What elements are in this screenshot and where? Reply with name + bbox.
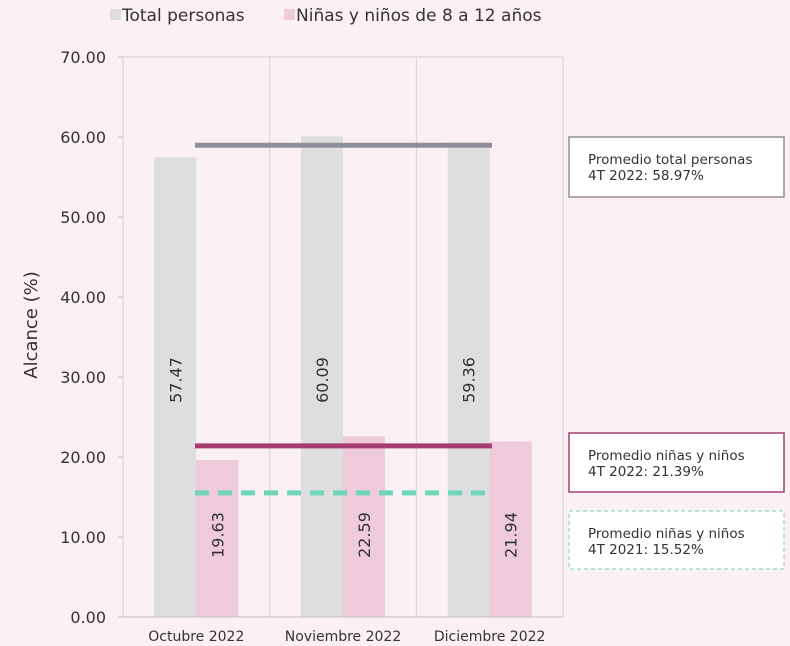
annotation-box-1 <box>568 432 785 493</box>
annotation-box-0 <box>568 136 785 198</box>
bar-data-label: 60.09 <box>313 357 332 403</box>
legend-swatch <box>284 9 295 20</box>
legend-label: Total personas <box>121 6 245 26</box>
y-tick-label: 0.00 <box>70 608 106 627</box>
bar-data-label: 22.59 <box>355 512 374 558</box>
annotation-line-2: 4T 2022: 58.97% <box>588 168 704 184</box>
y-tick-label: 50.00 <box>60 208 106 227</box>
bar-ninos-0 <box>196 459 239 617</box>
y-tick-label: 40.00 <box>60 288 106 307</box>
annotation-line-2: 4T 2021: 15.52% <box>588 542 704 558</box>
legend-label: Niñas y niños de 8 a 12 años <box>296 6 542 26</box>
bar-total-1 <box>301 136 343 617</box>
bar-total-2 <box>447 142 490 617</box>
legend: Total personas Niñas y niños de 8 a 12 añ… <box>110 6 542 26</box>
bars: 57.47 60.09 59.36 19.63 22.59 21.94 <box>154 136 532 618</box>
bar-data-label: 59.36 <box>460 357 479 403</box>
annotation-line-1: Promedio niñas y niños <box>588 526 745 542</box>
annotation-box-2 <box>568 510 785 570</box>
x-tick-label: Diciembre 2022 <box>434 629 546 645</box>
gridlines <box>122 56 564 617</box>
reference-lines <box>195 142 492 496</box>
bar-data-label: 21.94 <box>502 512 521 558</box>
y-axis-label: Alcance (%) <box>21 271 42 379</box>
bar-data-label: 57.47 <box>166 357 185 403</box>
x-axis: Octubre 2022 Noviembre 2022 Diciembre 2022 <box>123 616 563 645</box>
bar-total-0 <box>154 157 197 618</box>
bar-ninos-2 <box>489 441 532 617</box>
y-tick-label: 70.00 <box>60 48 106 67</box>
y-tick-label: 30.00 <box>60 368 106 387</box>
annotation-line-2: 4T 2022: 21.39% <box>588 464 704 480</box>
annotation-line-1: Promedio niñas y niños <box>588 448 745 464</box>
y-tick-label: 60.00 <box>60 128 106 147</box>
bar-ninos-1 <box>343 436 385 617</box>
x-tick-label: Octubre 2022 <box>148 629 244 645</box>
y-tick-label: 10.00 <box>60 528 106 547</box>
y-tick-label: 20.00 <box>60 448 106 467</box>
x-tick-label: Noviembre 2022 <box>285 629 402 645</box>
annotation-line-1: Promedio total personas <box>588 152 753 168</box>
legend-swatch <box>110 9 121 20</box>
bar-data-label: 19.63 <box>208 512 227 558</box>
y-axis: 0.00 10.00 20.00 30.00 40.00 50.00 60.00 70.00 <box>60 48 123 627</box>
